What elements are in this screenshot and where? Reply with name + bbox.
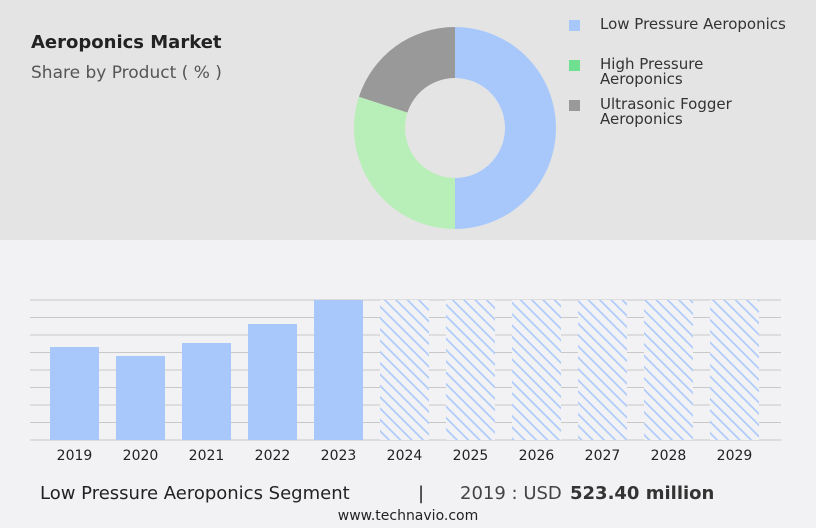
bar — [50, 347, 99, 440]
forecast-bar — [710, 300, 759, 440]
x-tick-label: 2024 — [387, 448, 423, 464]
legend-label: Ultrasonic Fogger Aeroponics — [600, 95, 732, 128]
footer-value: 523.40 million — [570, 483, 715, 504]
legend-swatch — [569, 100, 580, 111]
footer-separator: | — [418, 483, 425, 504]
forecast-bar — [512, 300, 561, 440]
forecast-bar — [380, 300, 429, 440]
bar — [182, 342, 231, 440]
donut-slice — [358, 27, 455, 113]
forecast-bar — [644, 300, 693, 440]
footer-segment: Low Pressure Aeroponics Segment — [40, 483, 350, 504]
bar — [314, 300, 363, 440]
page-subtitle: Share by Product ( % ) — [31, 63, 222, 83]
x-tick-label: 2026 — [519, 448, 555, 464]
x-tick-label: 2025 — [453, 448, 489, 464]
bar — [248, 323, 297, 440]
legend-item-ultrasonic: Ultrasonic Fogger Aeroponics — [569, 95, 811, 131]
x-tick-label: 2021 — [189, 448, 225, 464]
x-tick-label: 2019 — [57, 448, 93, 464]
legend-item-low-pressure: Low Pressure Aeroponics — [569, 15, 811, 51]
footer-year: 2019 : USD — [460, 483, 562, 504]
donut-slice — [455, 27, 556, 229]
site-url: www.technavio.com — [337, 508, 479, 524]
x-tick-label: 2022 — [255, 448, 291, 464]
legend-label: Low Pressure Aeroponics — [600, 15, 786, 33]
bar — [116, 355, 165, 440]
forecast-bar — [446, 300, 495, 440]
legend-label: High Pressure Aeroponics — [600, 55, 704, 88]
x-tick-label: 2029 — [717, 448, 753, 464]
x-tick-label: 2023 — [321, 448, 357, 464]
legend-swatch — [569, 20, 580, 31]
x-tick-label: 2020 — [123, 448, 159, 464]
x-tick-label: 2028 — [651, 448, 687, 464]
donut-slice — [353, 96, 455, 230]
x-tick-label: 2027 — [585, 448, 621, 464]
legend-swatch — [569, 60, 580, 71]
page-title: Aeroponics Market — [31, 32, 222, 53]
forecast-bar — [578, 300, 627, 440]
legend-item-high-pressure: High Pressure Aeroponics — [569, 55, 811, 91]
